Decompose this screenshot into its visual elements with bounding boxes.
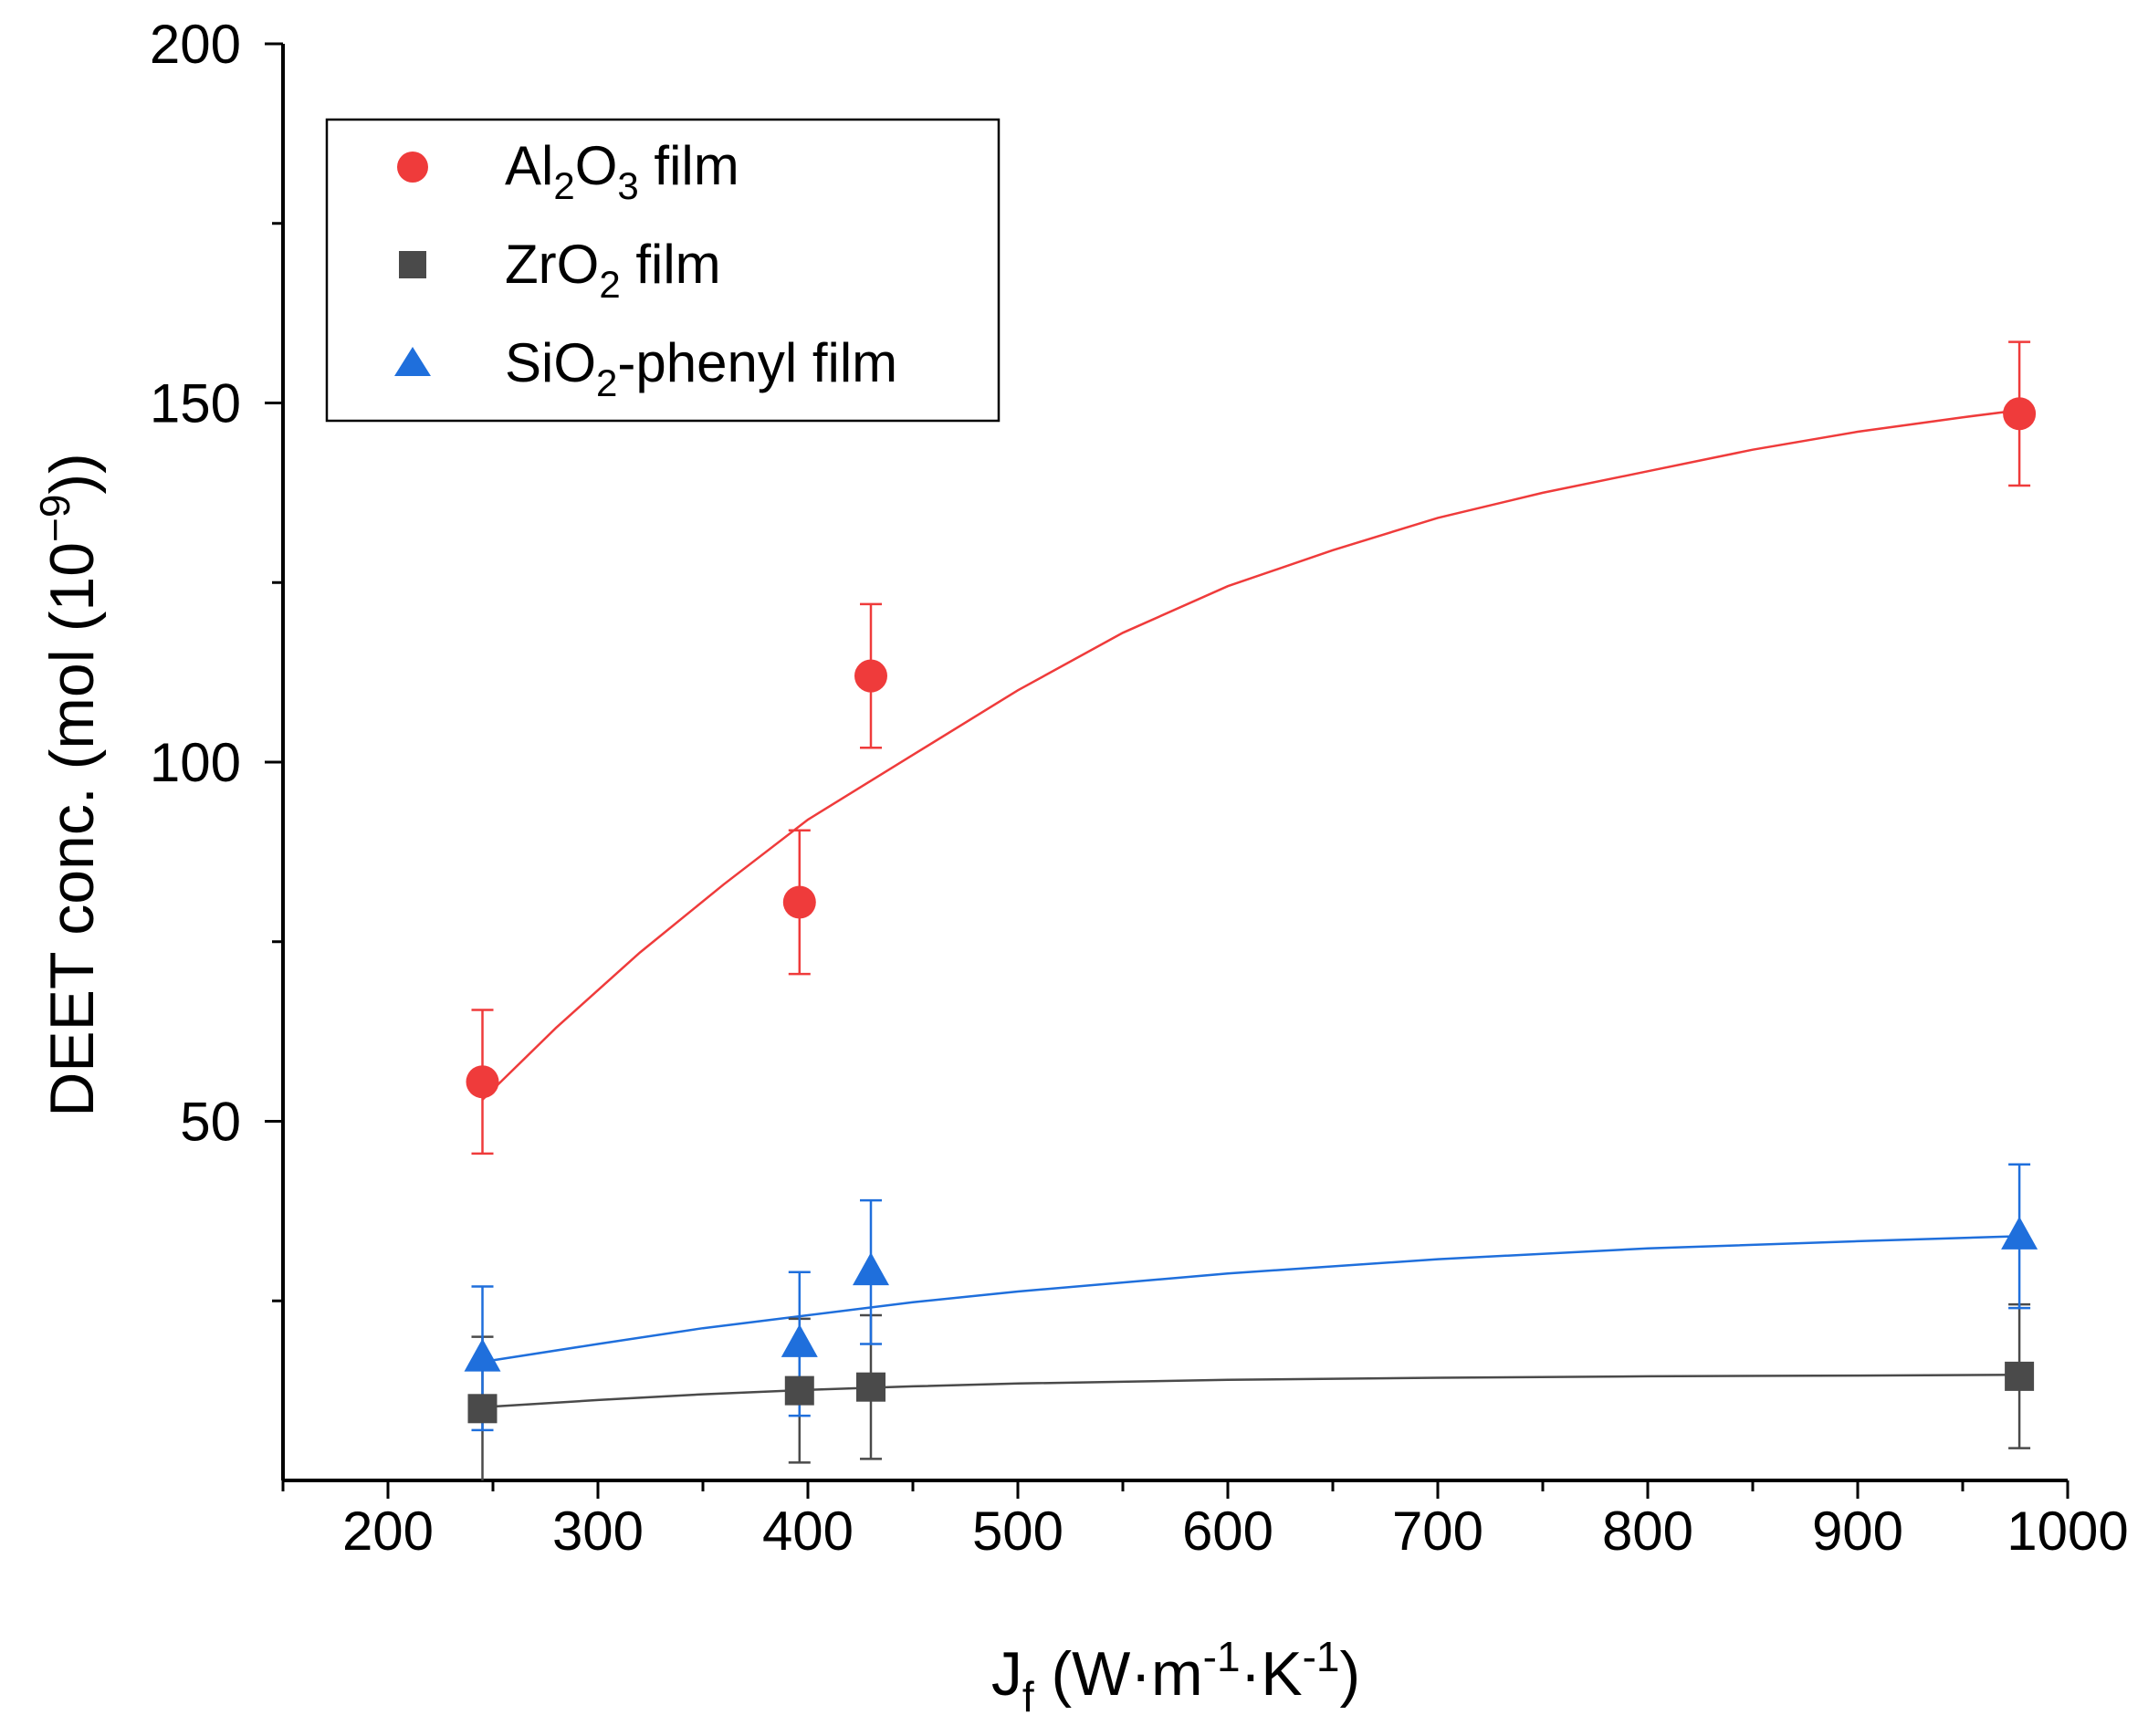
x-tick-label: 500 — [972, 1501, 1064, 1562]
x-tick-label: 200 — [342, 1501, 434, 1562]
x-tick-label: 900 — [1812, 1501, 1903, 1562]
legend-marker-al2o3 — [397, 152, 428, 183]
data-point-square — [856, 1372, 885, 1402]
fit-curve-1 — [482, 1374, 2020, 1408]
x-axis-label: Jf (W·m-1·K-1) — [991, 1633, 1360, 1720]
legend: Al2O3 film ZrO2 film SiO2-phenyl film — [325, 118, 1001, 423]
legend-marker-zro2 — [399, 251, 426, 278]
legend-marker-sio2 — [394, 347, 431, 376]
x-tick-label: 400 — [762, 1501, 854, 1562]
y-ticks: 50 100 150 200 — [150, 14, 283, 1302]
x-tick-label: 600 — [1182, 1501, 1273, 1562]
data-point-triangle — [2001, 1216, 2038, 1250]
error-bars — [471, 340, 2031, 1480]
y-tick-label: 200 — [150, 14, 241, 75]
data-point-square — [467, 1394, 498, 1424]
legend-label-al2o3: Al2O3 film — [505, 135, 739, 207]
x-tick-label: 300 — [552, 1501, 644, 1562]
data-point-circle — [2003, 397, 2037, 431]
x-tick-label: 1000 — [2007, 1501, 2128, 1562]
y-tick-label: 100 — [150, 732, 241, 793]
data-point-circle — [854, 659, 887, 693]
data-point-square — [2005, 1361, 2035, 1391]
fit-curve-0 — [481, 409, 2020, 1101]
legend-label-zro2: ZrO2 film — [505, 234, 721, 306]
y-tick-label: 150 — [150, 373, 241, 434]
data-point-circle — [466, 1065, 499, 1099]
data-point-square — [784, 1375, 814, 1406]
data-point-circle — [782, 885, 816, 919]
legend-label-sio2: SiO2-phenyl film — [505, 332, 897, 404]
legend-box — [325, 118, 1001, 423]
data-point-triangle — [464, 1338, 501, 1372]
x-tick-label: 800 — [1602, 1501, 1693, 1562]
data-markers — [464, 397, 2038, 1424]
y-tick-label: 50 — [180, 1092, 241, 1153]
x-tick-label: 700 — [1392, 1501, 1483, 1562]
x-ticks: 200 300 400 500 600 700 800 900 1000 — [281, 1480, 2129, 1562]
fit-curves — [481, 409, 2020, 1408]
fit-curve-2 — [482, 1235, 2020, 1364]
y-axis-label: DEET conc. (mol (10−9)) — [31, 453, 107, 1117]
data-point-triangle — [781, 1323, 818, 1357]
data-point-triangle — [853, 1252, 889, 1286]
